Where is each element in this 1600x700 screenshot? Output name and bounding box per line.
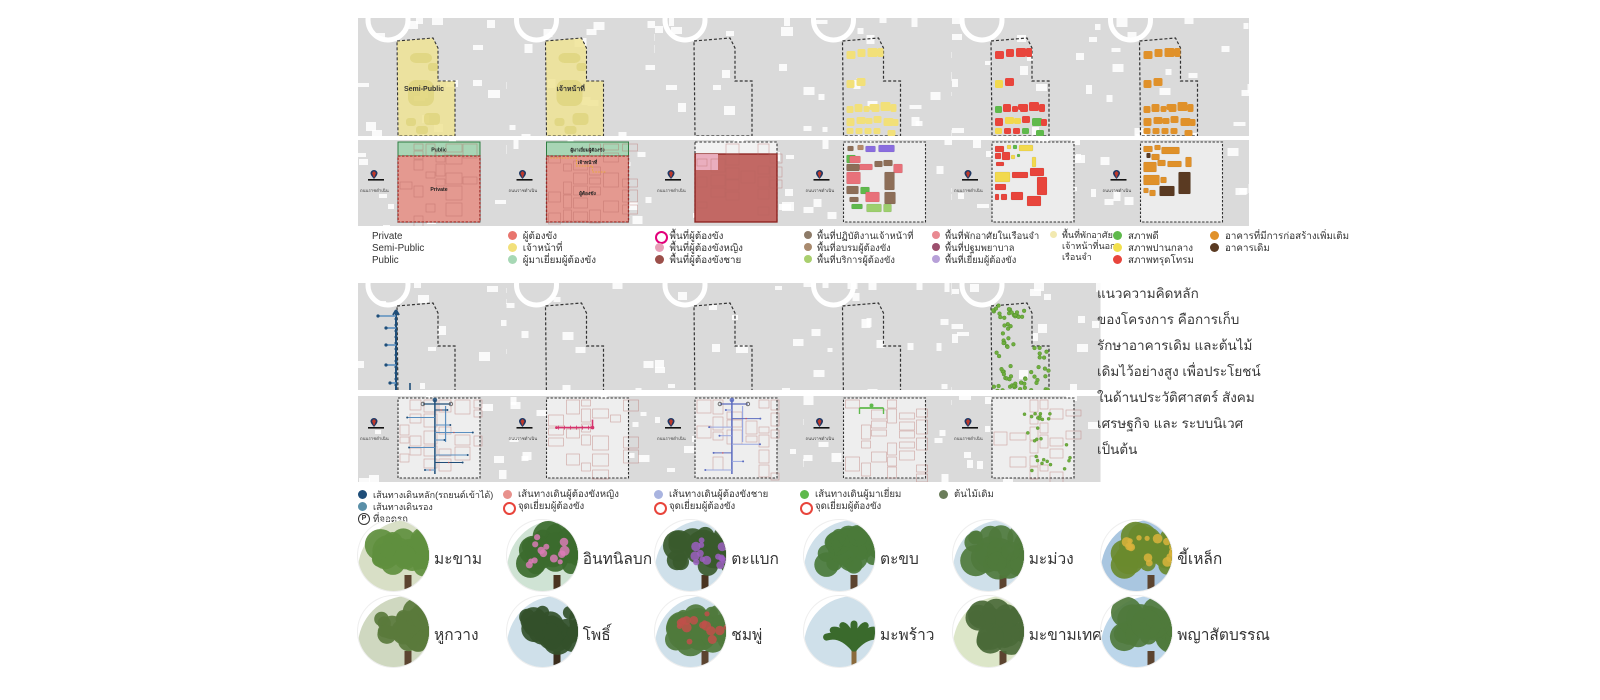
svg-text:Public: Public [431, 148, 447, 154]
svg-text:ถนนราชดำเนิน: ถนนราชดำเนิน [806, 436, 835, 441]
svg-text:ถนนราชดำเนิน: ถนนราชดำเนิน [954, 436, 983, 441]
svg-text:Semi-Public: Semi-Public [404, 86, 444, 93]
svg-text:ถนนราชดำเนิน: ถนนราชดำเนิน [360, 188, 389, 193]
svg-text:ผู้มาเยี่ยมผู้ต้องขัง: ผู้มาเยี่ยมผู้ต้องขัง [570, 147, 605, 154]
svg-text:ถนนราชดำเนิน: ถนนราชดำเนิน [657, 436, 686, 441]
svg-text:ถนนราชดำเนิน: ถนนราชดำเนิน [657, 188, 686, 193]
svg-text:ผู้ต้องขัง: ผู้ต้องขัง [579, 190, 597, 198]
svg-text:ถนนราชดำเนิน: ถนนราชดำเนิน [1103, 188, 1132, 193]
svg-text:ถนนราชดำเนิน: ถนนราชดำเนิน [509, 188, 538, 193]
svg-text:ถนนราชดำเนิน: ถนนราชดำเนิน [954, 188, 983, 193]
svg-text:ถนนราชดำเนิน: ถนนราชดำเนิน [360, 436, 389, 441]
svg-text:Private: Private [430, 187, 447, 193]
svg-text:ถนนราชดำเนิน: ถนนราชดำเนิน [806, 188, 835, 193]
svg-text:ถนนราชดำเนิน: ถนนราชดำเนิน [509, 436, 538, 441]
